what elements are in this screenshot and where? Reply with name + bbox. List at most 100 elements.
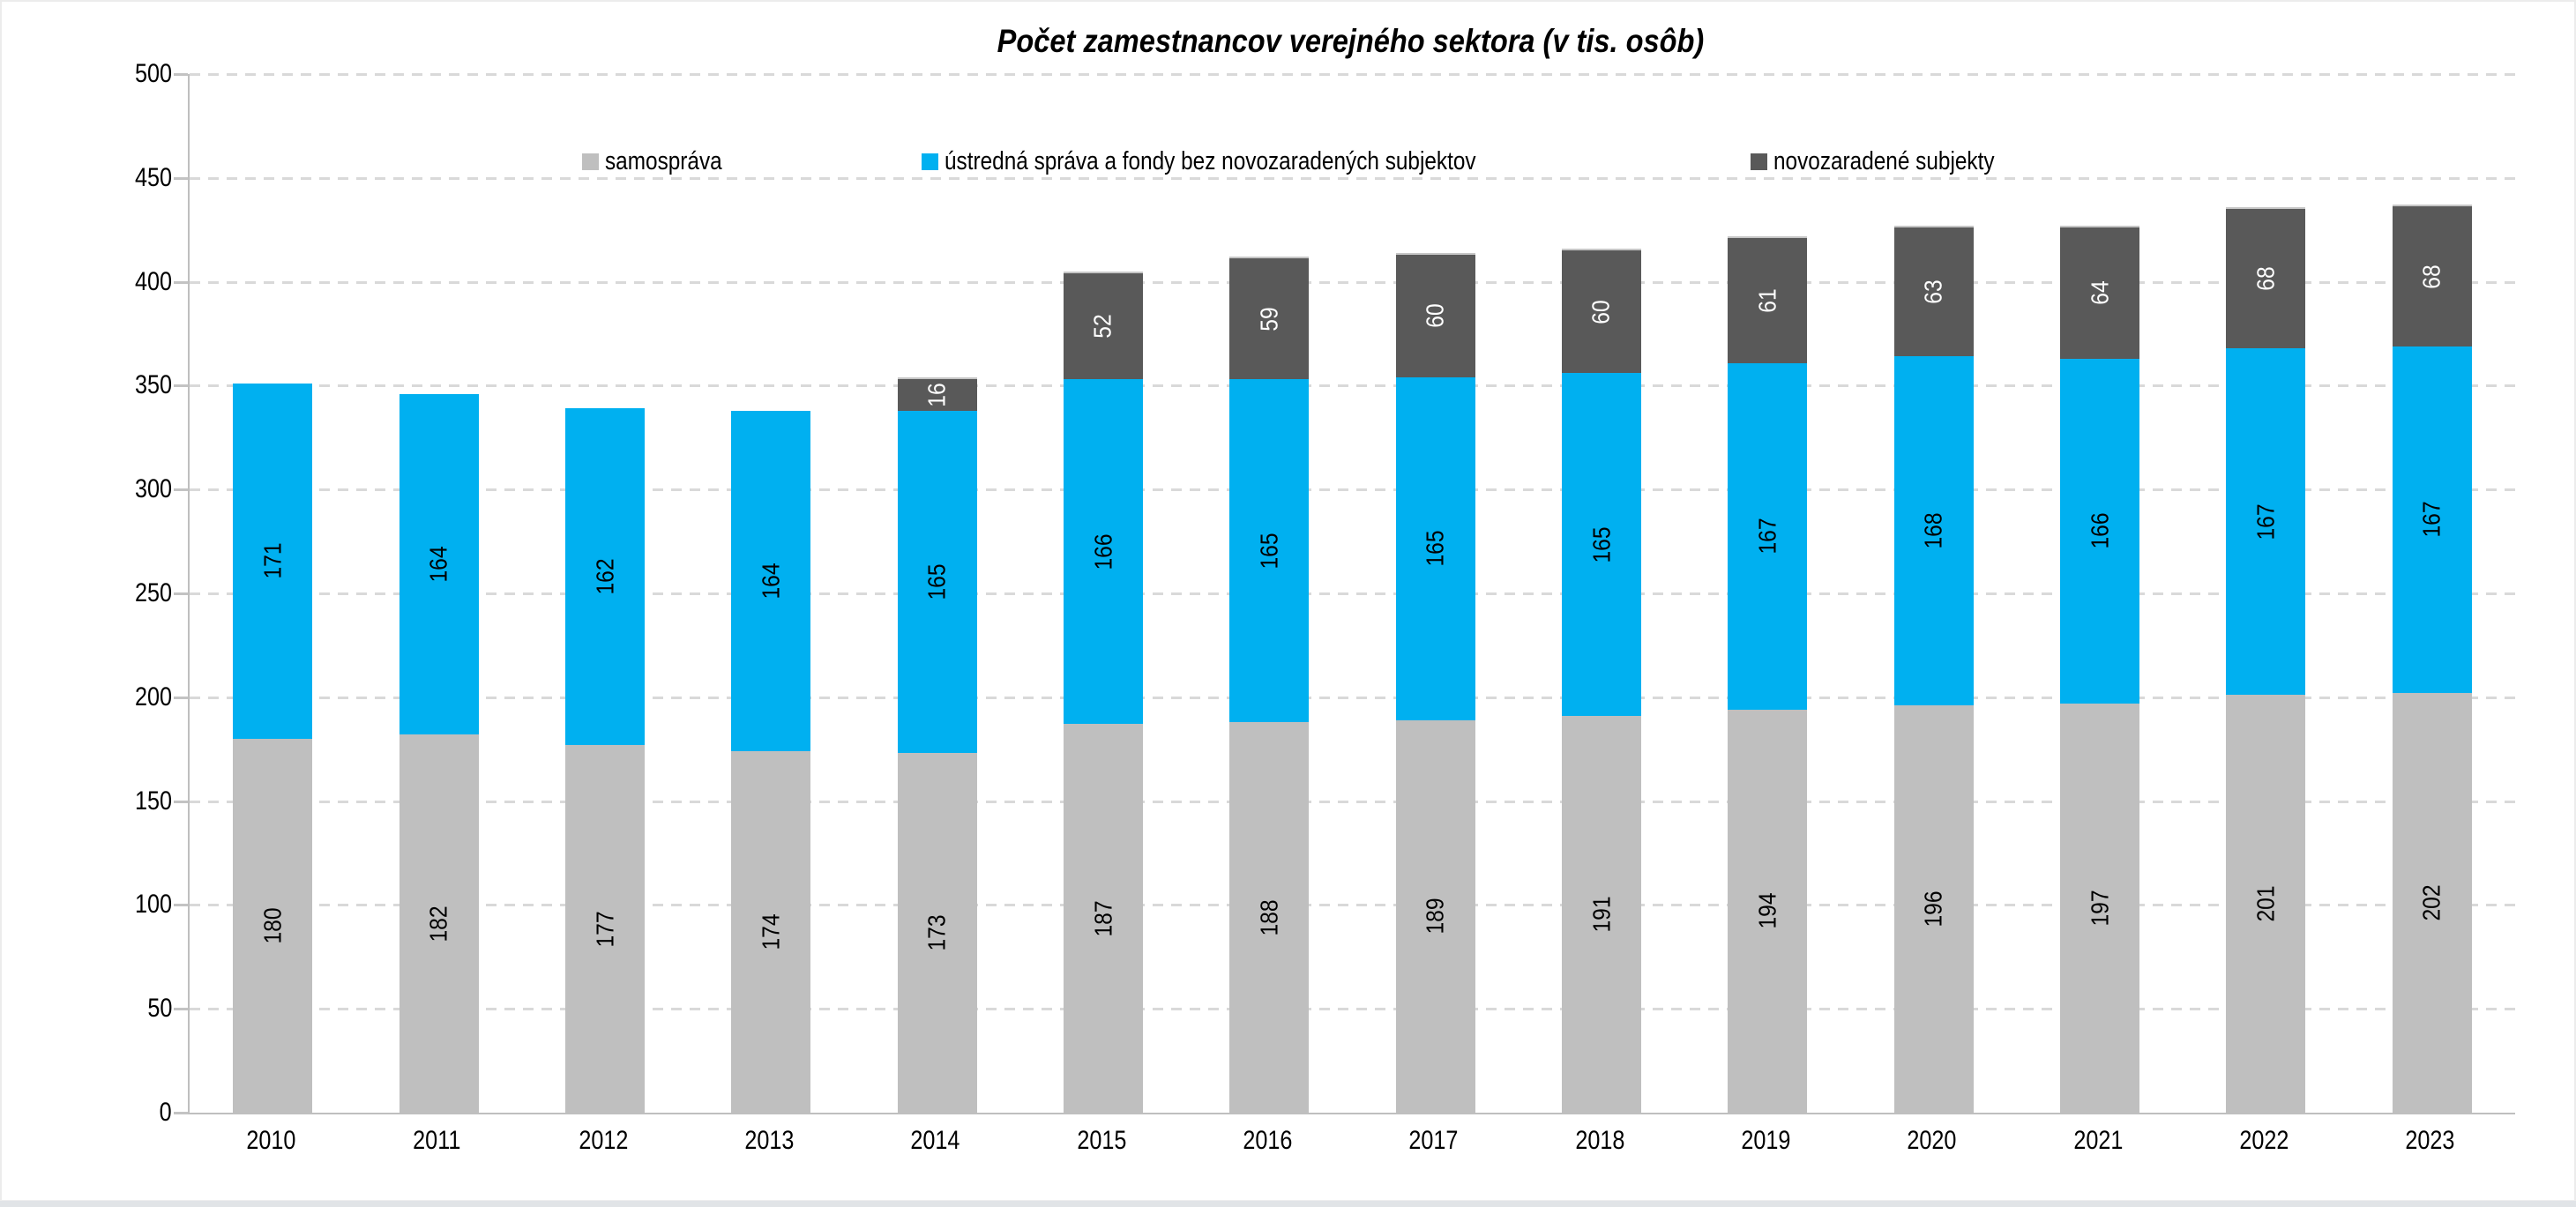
bar-value-label: 63 [1919, 279, 1947, 304]
x-tick-label-text: 2011 [413, 1126, 461, 1155]
bar-segment: 68 [2226, 206, 2306, 349]
x-tick-label: 2023 [2348, 1125, 2513, 1157]
bar-2018: 60 165 191 [1562, 248, 1642, 1113]
bar-segment: 189 [1395, 719, 1475, 1113]
gridline [190, 592, 2515, 595]
y-tick-mark [174, 176, 188, 180]
bar-2023: 68 167 202 [2392, 205, 2472, 1113]
y-tick-mark [174, 73, 188, 76]
bar-segment: 187 [1063, 724, 1143, 1113]
bar-value-label: 60 [1587, 299, 1616, 324]
gridline [190, 280, 2515, 284]
y-tick-label: 400 [0, 267, 172, 297]
y-tick-mark [174, 384, 188, 388]
gridline [190, 488, 2515, 492]
bar-2017: 60 165 189 [1395, 252, 1475, 1113]
gridline [190, 384, 2515, 388]
legend-item: novozaradené subjekty [1751, 148, 2036, 175]
y-tick-mark [174, 280, 188, 284]
bar-value-label: 188 [1255, 898, 1283, 936]
x-tick-label: 2011 [354, 1125, 519, 1157]
bar-value-label: 68 [2251, 266, 2280, 291]
bar-value-label: 61 [1753, 287, 1781, 313]
legend: samospráva ústredná správa a fondy bez no… [0, 148, 2576, 183]
y-tick-label-text: 450 [134, 162, 172, 192]
bar-segment: 60 [1395, 252, 1475, 377]
x-tick-label: 2017 [1351, 1125, 1517, 1157]
bar-segment: 165 [1229, 379, 1310, 723]
window-bottom-strip [0, 1200, 2576, 1207]
bar-segment: 202 [2392, 693, 2472, 1113]
bar-segment: 188 [1229, 722, 1310, 1113]
legend-swatch-icon [922, 153, 938, 170]
y-tick-label-text: 150 [134, 786, 172, 816]
x-axis-labels: 2010 2011 2012 2013 2014 2015 2016 2017 2018 2019… [188, 1125, 2513, 1160]
bar-value-label: 173 [922, 914, 951, 951]
y-tick-label-text: 50 [146, 994, 172, 1024]
bar-value-label: 162 [590, 558, 618, 595]
x-tick-label: 2022 [2181, 1125, 2347, 1157]
legend-label: samospráva [605, 147, 722, 175]
x-tick-label-text: 2022 [2239, 1126, 2289, 1155]
bar-segment: 167 [1728, 362, 1808, 710]
bar-value-label: 164 [757, 563, 785, 600]
legend-swatch-icon [582, 153, 599, 170]
bar-segment: 165 [897, 410, 977, 754]
y-tick-label-text: 200 [134, 682, 172, 712]
bar-segment: 64 [2060, 226, 2140, 359]
bar-2022: 68 167 201 [2226, 206, 2306, 1113]
bar-value-label: 197 [2086, 890, 2114, 927]
bar-segment: 61 [1728, 235, 1808, 363]
chart-title: Počet zamestnancov verejného sektora (v … [188, 23, 2513, 60]
x-tick-label-text: 2012 [578, 1126, 628, 1155]
bar-value-label: 59 [1255, 307, 1283, 332]
x-tick-label: 2014 [852, 1125, 1018, 1157]
bar-value-label: 165 [1421, 530, 1449, 567]
bar-segment: 180 [233, 738, 313, 1113]
bar-segment: 63 [1893, 226, 1974, 357]
bar-segment: 168 [1893, 356, 1974, 706]
y-tick-label: 100 [0, 890, 172, 920]
bar-value-label: 194 [1753, 892, 1781, 930]
y-tick-label-text: 0 [159, 1098, 172, 1127]
bar-segment: 165 [1562, 373, 1642, 717]
y-tick-mark [174, 1008, 188, 1011]
bar-value-label: 164 [424, 546, 452, 583]
bar-segment: 182 [399, 734, 479, 1113]
bar-segment: 201 [2226, 695, 2306, 1113]
bar-2010: 171 180 [233, 384, 313, 1113]
bar-value-label: 174 [757, 913, 785, 950]
bar-segment: 164 [399, 393, 479, 735]
x-tick-label: 2012 [520, 1125, 686, 1157]
y-tick-label-text: 100 [134, 890, 172, 920]
bar-value-label: 60 [1421, 303, 1449, 329]
x-tick-label: 2020 [1849, 1125, 2015, 1157]
x-tick-label-text: 2017 [1408, 1126, 1459, 1155]
x-tick-label-text: 2015 [1076, 1126, 1126, 1155]
gridline [190, 904, 2515, 907]
bar-segment: 59 [1229, 257, 1310, 380]
plot-area: 171 180 164 182 162 177 164 174 16 165 173 52 166 187… [174, 73, 2515, 1114]
bar-2014: 16 165 173 [897, 377, 977, 1113]
y-tick-label: 500 [0, 59, 172, 89]
bar-value-label: 16 [922, 383, 951, 407]
y-tick-label: 350 [0, 370, 172, 400]
bar-segment: 166 [1063, 379, 1143, 725]
legend-label: ústredná správa a fondy bez novozaradený… [945, 147, 1476, 175]
chart-title-text: Počet zamestnancov verejného sektora (v … [997, 23, 1705, 59]
bar-2021: 64 166 197 [2060, 226, 2140, 1113]
bar-segment: 162 [564, 408, 645, 745]
bar-segment: 165 [1395, 376, 1475, 720]
bar-segment: 194 [1728, 709, 1808, 1113]
x-tick-label: 2010 [188, 1125, 354, 1157]
bar-value-label: 166 [1088, 533, 1116, 570]
bar-value-label: 167 [2417, 501, 2445, 538]
bar-value-label: 177 [590, 910, 618, 948]
bar-2015: 52 166 187 [1063, 271, 1143, 1113]
bar-value-label: 165 [922, 563, 951, 600]
gridline [190, 1008, 2515, 1011]
bar-value-label: 202 [2417, 884, 2445, 921]
bar-2012: 162 177 [564, 408, 645, 1113]
y-tick-label: 300 [0, 474, 172, 504]
x-tick-label: 2015 [1019, 1125, 1184, 1157]
